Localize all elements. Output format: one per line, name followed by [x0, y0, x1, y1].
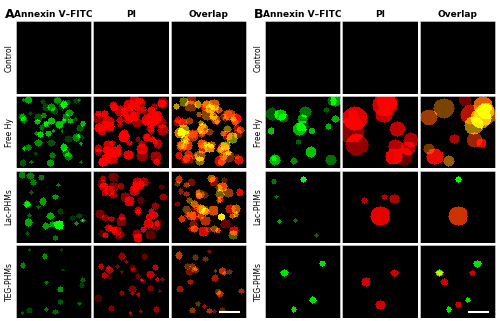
Text: TEG-PHMs: TEG-PHMs — [4, 262, 14, 301]
Text: PI: PI — [375, 10, 385, 19]
Text: Control: Control — [4, 44, 14, 72]
Text: Free Hy: Free Hy — [4, 118, 14, 147]
Text: B: B — [254, 8, 264, 21]
Text: Lac-PHMs: Lac-PHMs — [4, 188, 14, 225]
Text: Annexin V–FITC: Annexin V–FITC — [14, 10, 93, 19]
Text: PI: PI — [126, 10, 136, 19]
Text: Control: Control — [254, 44, 262, 72]
Text: TEG-PHMs: TEG-PHMs — [254, 262, 262, 301]
Text: Overlap: Overlap — [188, 10, 228, 19]
Text: Lac-PHMs: Lac-PHMs — [254, 188, 262, 225]
Text: Annexin V–FITC: Annexin V–FITC — [264, 10, 342, 19]
Text: Overlap: Overlap — [438, 10, 478, 19]
Text: Free Hy: Free Hy — [254, 118, 262, 147]
Text: A: A — [5, 8, 15, 21]
